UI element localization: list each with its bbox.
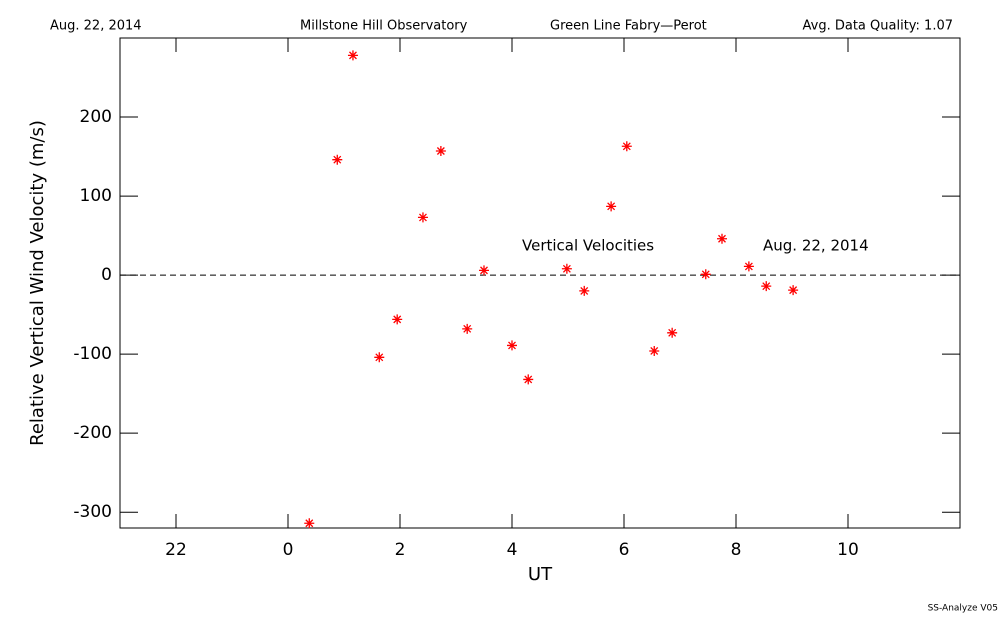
x-tick-label: 6 — [619, 540, 630, 560]
data-point — [788, 285, 799, 296]
y-tick-label: 200 — [80, 107, 112, 127]
header-instrument: Green Line Fabry—Perot — [550, 19, 707, 34]
data-point — [523, 374, 534, 385]
x-tick-label: 10 — [837, 540, 859, 560]
data-point — [417, 212, 428, 223]
annotation: Vertical Velocities — [522, 237, 654, 255]
y-axis-label: Relative Vertical Wind Velocity (m/s) — [27, 120, 48, 446]
data-point — [332, 154, 343, 165]
x-axis-label: UT — [528, 564, 553, 585]
header-quality: Avg. Data Quality: 1.07 — [803, 19, 953, 34]
data-point — [479, 265, 489, 276]
header-date: Aug. 22, 2014 — [50, 19, 142, 34]
x-tick-label: 4 — [507, 540, 518, 560]
y-tick-label: 0 — [101, 265, 112, 285]
data-point — [462, 323, 473, 334]
data-point — [507, 340, 517, 351]
plot-frame — [119, 37, 961, 529]
data-point — [606, 201, 617, 212]
y-tick-label: 100 — [80, 186, 112, 206]
footer: SS-Analyze V05 — [928, 604, 998, 614]
y-tick-label: -300 — [73, 502, 112, 522]
data-point — [621, 141, 632, 152]
data-point — [374, 352, 385, 363]
data-point — [761, 281, 772, 292]
data-point — [649, 345, 660, 356]
y-tick-label: -100 — [73, 344, 112, 364]
data-point — [700, 269, 711, 280]
data-point — [561, 263, 572, 274]
annotation: Aug. 22, 2014 — [763, 237, 869, 255]
data-point — [392, 314, 403, 325]
data-point — [304, 518, 315, 529]
y-tick-label: -200 — [73, 423, 112, 443]
x-tick-label: 2 — [395, 540, 406, 560]
data-point — [667, 327, 678, 338]
x-tick-label: 0 — [283, 540, 294, 560]
x-tick-label: 8 — [731, 540, 742, 560]
data-point — [579, 285, 590, 296]
data-point — [435, 146, 446, 157]
x-tick-label: 22 — [165, 540, 187, 560]
header-observatory: Millstone Hill Observatory — [300, 19, 468, 34]
data-point — [743, 261, 754, 272]
data-point — [717, 233, 727, 244]
data-point — [347, 50, 358, 61]
